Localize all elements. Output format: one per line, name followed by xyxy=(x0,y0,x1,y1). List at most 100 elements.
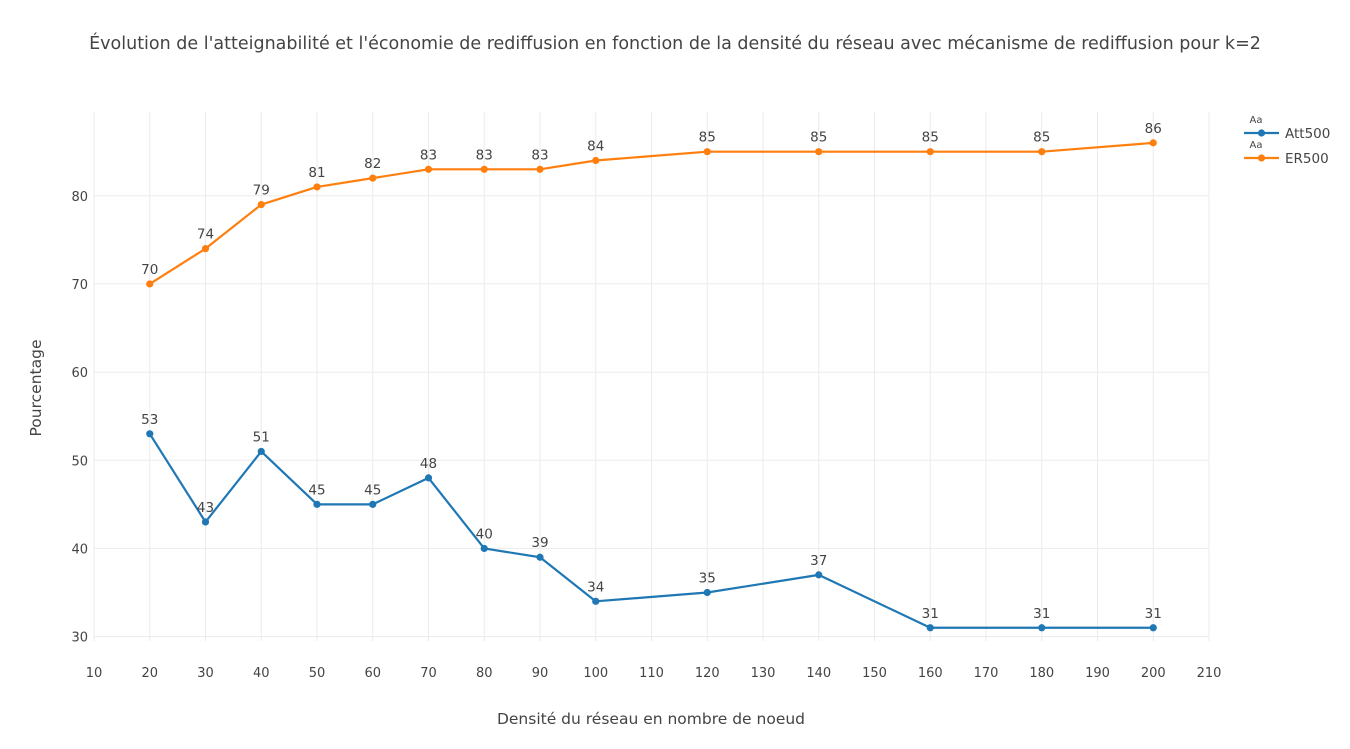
data-point[interactable] xyxy=(1149,624,1157,632)
data-point[interactable] xyxy=(480,165,488,173)
data-label: 84 xyxy=(587,138,604,154)
x-tick-label: 60 xyxy=(364,666,381,681)
legend-marker-text: Aa xyxy=(1250,115,1263,126)
data-point[interactable] xyxy=(703,148,711,156)
x-tick-label: 140 xyxy=(806,666,831,681)
x-tick-label: 110 xyxy=(639,666,664,681)
data-point[interactable] xyxy=(257,447,265,456)
data-label: 45 xyxy=(308,482,325,498)
y-tick-label: 30 xyxy=(71,631,88,646)
y-tick-label: 60 xyxy=(71,366,88,381)
series-line-att500 xyxy=(148,433,1154,629)
data-label: 43 xyxy=(197,500,214,516)
x-tick-label: 150 xyxy=(862,666,887,681)
data-point[interactable] xyxy=(146,430,154,438)
axes: 10 20 30 40 50 60 70 80 90 100 110 120 130 140 150 160 1… xyxy=(71,190,1221,681)
y-axis-title: Pourcentage xyxy=(27,340,45,437)
x-tick-label: 130 xyxy=(751,666,776,681)
legend-marker-icon xyxy=(1257,129,1266,137)
data-point[interactable] xyxy=(592,156,600,165)
legend-item-er500[interactable]: Aa ER500 xyxy=(1244,140,1329,167)
grid-lines xyxy=(93,112,1210,641)
data-point[interactable] xyxy=(592,597,600,605)
series-line-er500 xyxy=(149,141,1154,285)
x-tick-label: 50 xyxy=(309,666,326,681)
data-point[interactable] xyxy=(369,500,377,508)
data-label: 31 xyxy=(1145,606,1162,622)
data-point[interactable] xyxy=(815,571,823,579)
data-point[interactable] xyxy=(369,174,377,182)
x-tick-label: 200 xyxy=(1141,666,1166,681)
data-point[interactable] xyxy=(1038,148,1046,156)
data-label: 79 xyxy=(253,183,270,199)
y-tick-label: 40 xyxy=(71,542,88,557)
x-tick-label: 210 xyxy=(1197,666,1222,681)
x-tick-label: 120 xyxy=(695,666,720,681)
x-tick-label: 20 xyxy=(141,666,158,681)
x-tick-label: 180 xyxy=(1029,666,1054,681)
x-axis-title: Densité du réseau en nombre de noeud xyxy=(497,710,805,728)
data-point[interactable] xyxy=(201,518,210,526)
data-point[interactable] xyxy=(313,500,321,508)
data-label: 34 xyxy=(587,579,604,595)
data-label: 85 xyxy=(1033,130,1050,146)
data-point[interactable] xyxy=(815,148,823,156)
data-point[interactable] xyxy=(1038,624,1046,632)
data-label: 31 xyxy=(1033,606,1050,622)
data-label: 85 xyxy=(810,130,827,146)
data-label: 40 xyxy=(476,526,493,542)
data-label: 82 xyxy=(364,156,381,172)
x-tick-label: 160 xyxy=(918,666,943,681)
data-label: 85 xyxy=(699,130,716,146)
legend-label: ER500 xyxy=(1285,151,1329,167)
data-label: 83 xyxy=(531,147,548,163)
y-tick-label: 80 xyxy=(71,190,88,205)
data-label: 37 xyxy=(810,553,827,569)
data-point[interactable] xyxy=(1149,139,1157,147)
data-point[interactable] xyxy=(536,165,544,173)
legend-marker-text: Aa xyxy=(1250,140,1263,151)
data-point[interactable] xyxy=(146,280,154,288)
data-label: 86 xyxy=(1145,121,1162,137)
data-label: 53 xyxy=(141,412,158,428)
x-tick-label: 10 xyxy=(86,666,103,681)
chart-title: Évolution de l'atteignabilité et l'écono… xyxy=(89,34,1261,54)
data-point[interactable] xyxy=(257,200,265,209)
data-label: 81 xyxy=(308,165,325,181)
series-lines xyxy=(146,139,1157,632)
legend-marker-icon xyxy=(1257,154,1266,162)
data-label: 39 xyxy=(531,535,548,551)
data-label: 31 xyxy=(922,606,939,622)
data-label: 85 xyxy=(922,130,939,146)
data-point[interactable] xyxy=(926,148,934,156)
x-tick-label: 100 xyxy=(583,666,608,681)
data-point[interactable] xyxy=(480,544,488,553)
data-point[interactable] xyxy=(313,183,321,191)
data-point[interactable] xyxy=(424,474,433,482)
data-point[interactable] xyxy=(424,165,433,173)
data-label: 83 xyxy=(420,147,437,163)
x-tick-label: 80 xyxy=(476,666,493,681)
data-labels: 53 43 51 45 45 48 40 39 34 35 37 31 31 31 70 74 79 81 82 83… xyxy=(141,121,1162,622)
data-label: 70 xyxy=(141,262,158,278)
data-label: 48 xyxy=(420,456,437,472)
data-label: 74 xyxy=(197,227,214,243)
data-point[interactable] xyxy=(536,553,544,561)
data-label: 51 xyxy=(253,429,270,445)
x-tick-label: 30 xyxy=(197,666,214,681)
x-tick-label: 170 xyxy=(974,666,999,681)
data-point[interactable] xyxy=(201,245,210,253)
x-tick-label: 70 xyxy=(420,666,437,681)
x-tick-label: 190 xyxy=(1085,666,1110,681)
data-label: 45 xyxy=(364,482,381,498)
legend[interactable]: Aa Att500 Aa ER500 xyxy=(1244,115,1330,167)
legend-item-att500[interactable]: Aa Att500 xyxy=(1244,115,1330,142)
data-point[interactable] xyxy=(926,624,934,632)
legend-label: Att500 xyxy=(1285,126,1330,142)
data-label: 35 xyxy=(699,571,716,587)
x-tick-label: 40 xyxy=(253,666,270,681)
data-label: 83 xyxy=(476,147,493,163)
x-tick-label: 90 xyxy=(532,666,549,681)
data-point[interactable] xyxy=(703,588,711,597)
